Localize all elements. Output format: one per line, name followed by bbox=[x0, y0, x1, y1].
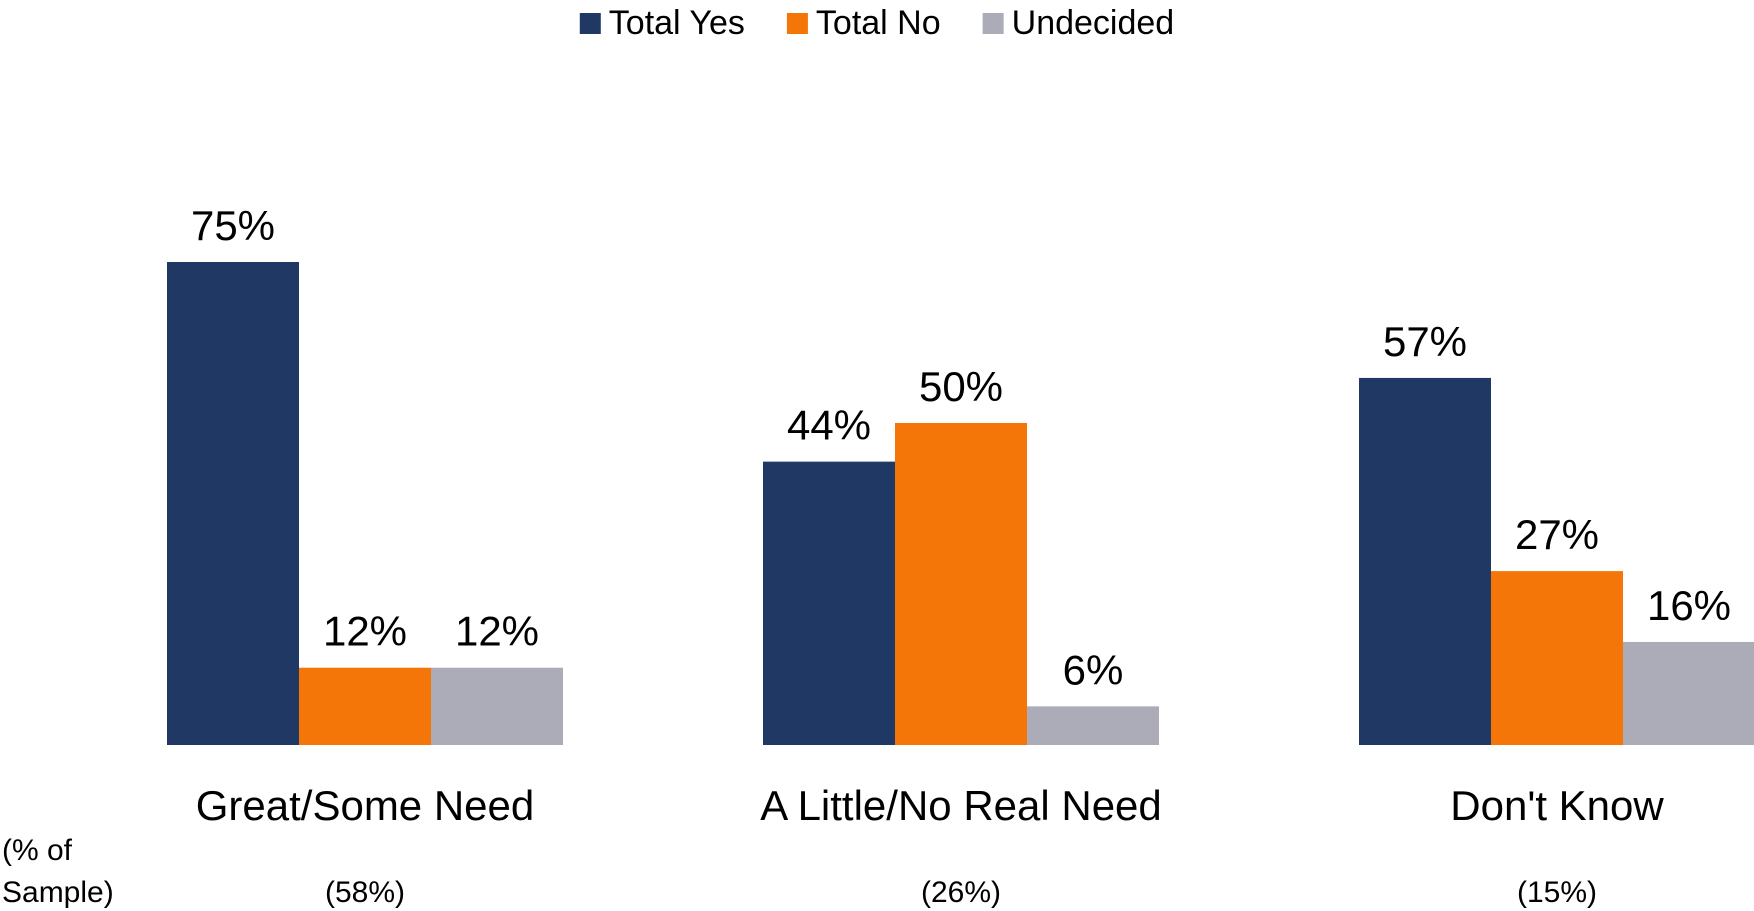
legend-swatch-total-yes bbox=[579, 13, 601, 34]
category-sample-don-t-know: (15%) bbox=[1517, 876, 1597, 909]
bar-total-no-a-little-no-real-need bbox=[895, 423, 1027, 745]
category-label-a-little-no-real-need: A Little/No Real Need bbox=[760, 782, 1162, 829]
chart-bars bbox=[167, 262, 1754, 745]
value-label-undecided-don-t-know: 16% bbox=[1647, 582, 1731, 629]
category-sample-a-little-no-real-need: (26%) bbox=[921, 876, 1001, 909]
category-sample-great-some-need: (58%) bbox=[325, 876, 405, 909]
value-label-total-no-don-t-know: 27% bbox=[1515, 511, 1599, 558]
legend-label-undecided: Undecided bbox=[1012, 4, 1175, 42]
sample-note: (% of Sample) bbox=[2, 834, 114, 909]
bar-undecided-a-little-no-real-need bbox=[1027, 706, 1159, 745]
bar-total-yes-a-little-no-real-need bbox=[763, 461, 895, 745]
bar-undecided-great-some-need bbox=[431, 667, 563, 745]
value-label-total-yes-don-t-know: 57% bbox=[1383, 318, 1467, 365]
bar-undecided-don-t-know bbox=[1623, 641, 1754, 745]
value-label-undecided-a-little-no-real-need: 6% bbox=[1063, 646, 1124, 693]
legend-label-total-no: Total No bbox=[816, 4, 941, 42]
bar-total-yes-don-t-know bbox=[1359, 377, 1491, 745]
value-label-total-yes-a-little-no-real-need: 44% bbox=[787, 402, 871, 449]
legend-swatch-undecided bbox=[982, 13, 1004, 34]
legend-item-total-yes: Total Yes bbox=[579, 4, 745, 42]
bar-total-yes-great-some-need bbox=[167, 262, 299, 745]
sample-note-line-2: Sample) bbox=[2, 876, 114, 909]
sample-note-line-1: (% of bbox=[2, 834, 73, 867]
value-label-total-yes-great-some-need: 75% bbox=[191, 202, 275, 249]
legend-item-undecided: Undecided bbox=[982, 4, 1175, 42]
chart-category-labels: Great/Some Need (58%) A Little/No Real Nee… bbox=[196, 782, 1665, 909]
value-label-total-no-great-some-need: 12% bbox=[323, 608, 407, 655]
legend-label-total-yes: Total Yes bbox=[609, 4, 745, 42]
category-label-great-some-need: Great/Some Need bbox=[196, 782, 535, 829]
value-label-undecided-great-some-need: 12% bbox=[455, 608, 539, 655]
legend-swatch-total-no bbox=[786, 13, 808, 34]
category-label-don-t-know: Don't Know bbox=[1450, 782, 1664, 829]
bar-total-no-great-some-need bbox=[299, 667, 431, 745]
chart-legend: Total Yes Total No Undecided bbox=[579, 4, 1175, 42]
chart-value-labels: 75% 12% 12% 44% 50% 6% 57% 27% 16% bbox=[191, 202, 1731, 693]
bar-total-no-don-t-know bbox=[1491, 571, 1623, 745]
legend-item-total-no: Total No bbox=[786, 4, 941, 42]
value-label-total-no-a-little-no-real-need: 50% bbox=[919, 363, 1003, 410]
